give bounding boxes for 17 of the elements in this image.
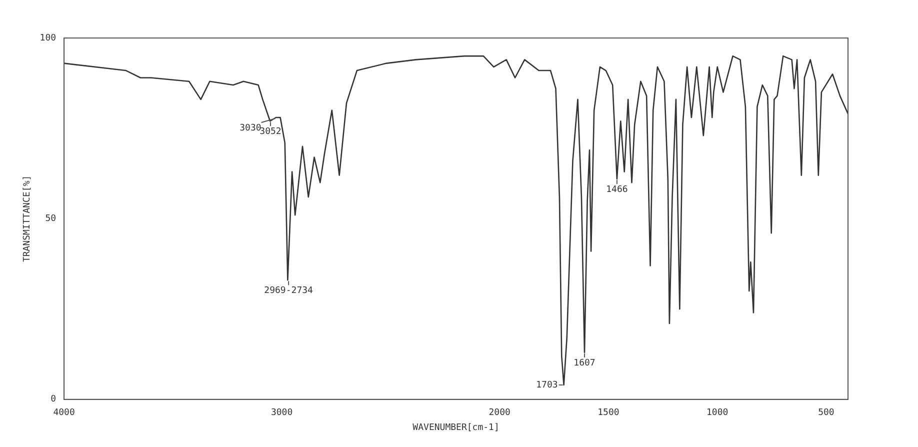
annotation: 1703 bbox=[536, 380, 558, 390]
annotation: 3030 bbox=[240, 123, 262, 134]
y-tick-label: 0 bbox=[50, 394, 56, 405]
annotation: 1466 bbox=[606, 184, 628, 195]
x-tick-label: 4000 bbox=[53, 408, 75, 418]
y-axis-title: TRANSMITTANCE[%] bbox=[22, 175, 33, 262]
annotation: 2969-2734 bbox=[264, 286, 313, 296]
x-tick-label: 3000 bbox=[270, 408, 293, 418]
x-tick-label: 1000 bbox=[706, 408, 728, 418]
annotation: 3052 bbox=[260, 126, 282, 137]
x-tick-label: 1500 bbox=[598, 408, 620, 418]
y-tick-label: 100 bbox=[40, 33, 56, 44]
y-tick-label: 50 bbox=[45, 214, 56, 224]
annotation: 1607 bbox=[574, 358, 596, 368]
x-tick-label: 2000 bbox=[488, 408, 510, 418]
x-tick-label: 500 bbox=[818, 408, 834, 418]
x-axis-title: WAVENUMBER[cm-1] bbox=[412, 422, 500, 433]
